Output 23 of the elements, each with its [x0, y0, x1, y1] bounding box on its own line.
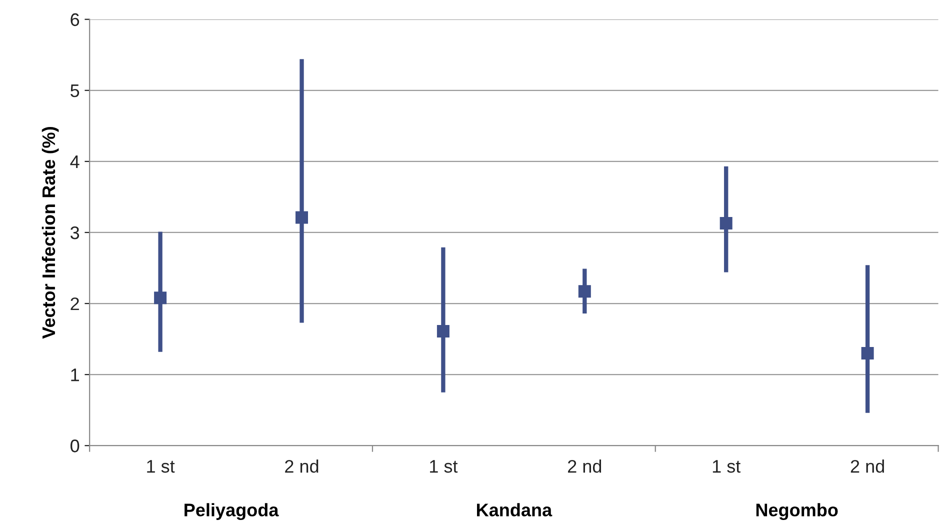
- y-tick-label: 6: [70, 13, 80, 26]
- y-tick-label: 3: [70, 226, 80, 240]
- x-tick-label: 2 nd: [285, 459, 318, 473]
- x-tick-label: 1 st: [430, 460, 458, 473]
- y-tick-label: 0: [70, 440, 80, 452]
- point: [720, 216, 732, 230]
- point: [436, 324, 450, 338]
- point: [578, 285, 591, 298]
- text: Kandana: [477, 503, 552, 516]
- y-tick-label: 5: [70, 84, 80, 98]
- x-tick-label: 1 st: [147, 460, 175, 473]
- y-tick-label: 4: [70, 156, 80, 168]
- y-tick-label: 1: [71, 368, 79, 382]
- text: Negombo: [756, 503, 838, 520]
- x-tick-label: 2 nd: [850, 459, 884, 473]
- point: [861, 346, 874, 360]
- x-tick-label: 1 st: [712, 460, 741, 473]
- point: [154, 292, 167, 304]
- point: [296, 211, 308, 224]
- y-axis-title: Vector Infection Rate (%): [42, 127, 59, 339]
- text: Peliyagoda: [184, 503, 279, 520]
- x-tick-label: 2 nd: [568, 459, 602, 473]
- y-tick-label: 2: [70, 297, 79, 310]
